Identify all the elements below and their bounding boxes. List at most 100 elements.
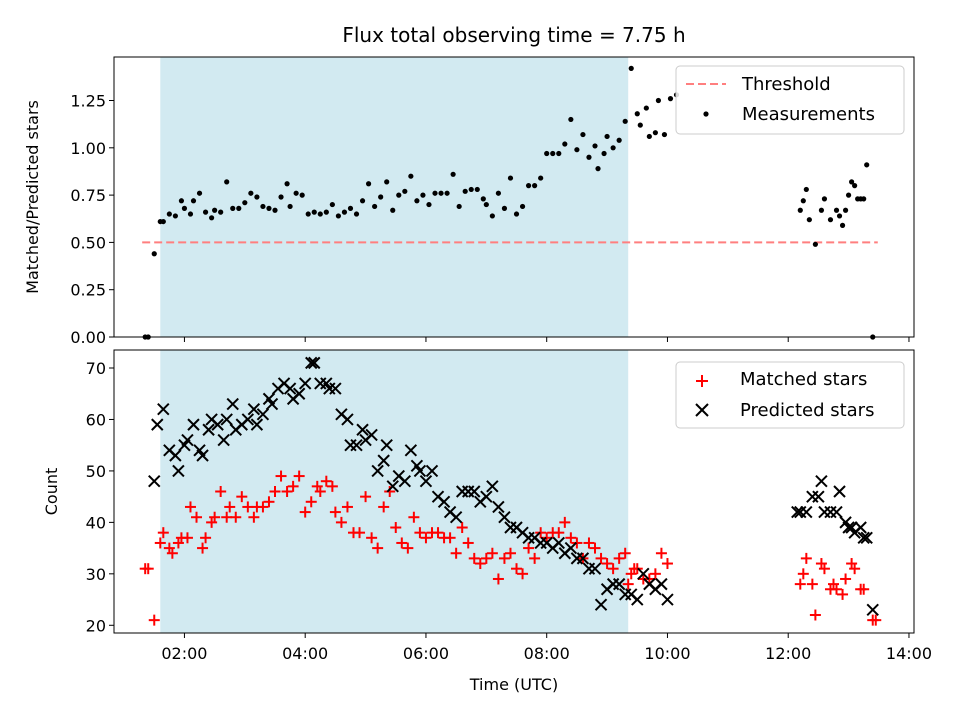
- measurement-point: [311, 209, 317, 215]
- matched-stars-point: [462, 537, 474, 549]
- measurement-point: [341, 209, 348, 215]
- predicted-stars-point: [468, 485, 481, 498]
- measurement-point: [278, 194, 284, 200]
- matched-stars-point: [806, 578, 818, 590]
- matched-stars-point: [184, 501, 196, 513]
- x-tick-label: 12:00: [765, 644, 811, 663]
- matched-stars-point: [396, 537, 408, 549]
- measurement-point: [574, 147, 580, 153]
- matched-stars-point: [456, 522, 468, 534]
- measurement-point: [414, 198, 420, 204]
- x-tick-label: 10:00: [644, 644, 690, 663]
- matched-stars-point: [480, 552, 492, 564]
- predicted-stars-point: [486, 480, 499, 493]
- predicted-stars-point: [661, 593, 674, 606]
- matched-stars-point: [402, 542, 414, 554]
- measurement-point: [495, 190, 502, 196]
- measurement-point: [248, 190, 254, 196]
- predicted-stars-point: [196, 449, 209, 462]
- measurement-point: [317, 211, 323, 217]
- matched-stars-point: [408, 511, 420, 523]
- measurement-point: [287, 203, 293, 210]
- predicted-stars-point: [612, 577, 626, 591]
- measurement-point: [402, 188, 408, 194]
- predicted-stars-point: [386, 480, 399, 493]
- measurement-point: [812, 241, 818, 247]
- measurement-point: [634, 111, 640, 117]
- matched-stars-point: [230, 511, 242, 523]
- y-tick-label: 0.50: [70, 233, 106, 252]
- measurement-point: [842, 207, 849, 213]
- predicted-stars-point: [425, 464, 439, 478]
- measurement-point: [151, 251, 157, 257]
- measurement-point: [532, 183, 538, 189]
- predicted-stars-point: [181, 433, 194, 447]
- measurement-point: [667, 96, 674, 102]
- matched-stars-point: [384, 486, 396, 497]
- measurement-point: [353, 211, 360, 217]
- predicted-stars-point: [217, 433, 230, 447]
- matched-stars-point: [831, 583, 843, 595]
- y-tick-label: 1.00: [70, 139, 106, 158]
- measurement-point: [800, 198, 806, 204]
- matched-stars-point: [643, 573, 655, 585]
- matched-stars-point: [191, 511, 203, 523]
- predicted-stars-point: [283, 382, 297, 395]
- predicted-stars-point: [241, 413, 255, 426]
- matched-stars-point: [840, 573, 852, 585]
- measurement-point: [604, 133, 610, 140]
- measurement-point: [595, 166, 601, 172]
- legend-predicted-swatch: [695, 403, 709, 417]
- measurement-point: [390, 207, 396, 213]
- matched-stars-point: [224, 501, 236, 513]
- predicted-stars-point: [365, 428, 378, 442]
- measurement-point: [628, 65, 634, 71]
- predicted-stars-point: [833, 485, 846, 498]
- matched-stars-point: [248, 511, 260, 523]
- matched-stars-point: [809, 609, 821, 621]
- matched-stars-point: [197, 542, 209, 554]
- measurement-point: [501, 205, 508, 211]
- measurement-point: [556, 150, 562, 157]
- legend-threshold-label: Threshold: [741, 74, 831, 95]
- measurement-point: [818, 207, 825, 213]
- matched-stars-point: [269, 486, 281, 497]
- predicted-stars-point: [356, 423, 369, 436]
- predicted-stars-point: [377, 454, 390, 467]
- matched-stars-point: [800, 552, 812, 564]
- matched-stars-point: [236, 491, 248, 503]
- matched-stars-point: [870, 614, 882, 626]
- predicted-stars-point: [211, 418, 224, 431]
- measurement-point: [586, 154, 592, 160]
- count-panel: 20 30 40 50 60 70 02:00 04:00 06:00 08:00 10:00 12:…: [42, 349, 932, 694]
- legend-matched-label: Matched stars: [740, 369, 867, 390]
- count-legend: Matched stars Predicted stars: [675, 361, 905, 429]
- matched-stars-point: [299, 506, 311, 518]
- measurement-point: [833, 207, 840, 213]
- predicted-stars-point: [437, 495, 451, 508]
- predicted-stars-point: [148, 475, 161, 488]
- measurement-point: [489, 213, 495, 219]
- predicted-stars-point: [151, 418, 164, 431]
- measurement-point: [242, 200, 248, 206]
- matched-stars-point: [818, 563, 830, 575]
- matched-stars-point: [166, 547, 178, 559]
- chart-title: Flux total observing time = 7.75 h: [342, 23, 685, 47]
- x-tick-label: 14:00: [886, 644, 932, 663]
- measurement-point: [821, 196, 828, 202]
- measurement-point: [347, 205, 354, 211]
- predicted-stars-point: [860, 531, 873, 545]
- measurement-point: [432, 190, 438, 196]
- matched-stars-point: [372, 542, 384, 554]
- predicted-stars-point: [172, 464, 185, 478]
- measurement-point: [646, 133, 652, 140]
- matched-stars-point: [293, 470, 305, 482]
- matched-stars-point: [622, 578, 634, 590]
- measurement-point: [622, 118, 628, 124]
- count-axes-frame: [113, 349, 915, 634]
- y-tick-label: 0.25: [70, 281, 106, 300]
- measurement-point: [260, 203, 266, 210]
- observing-window-shade: [160, 57, 629, 337]
- matched-stars-point: [517, 568, 529, 580]
- measurement-point: [266, 205, 272, 211]
